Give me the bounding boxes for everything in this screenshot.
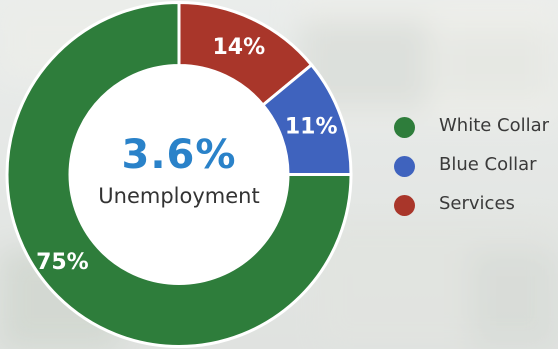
legend-label-services: Services xyxy=(439,193,515,214)
unemployment-value: 3.6% xyxy=(121,132,237,178)
slice-label-blue-collar: 11% xyxy=(285,114,338,139)
legend-item-white-collar: White Collar xyxy=(394,113,558,152)
donut-slice-white-collar xyxy=(5,0,353,348)
legend-label-white-collar: White Collar xyxy=(439,115,550,136)
legend-swatch-white-collar xyxy=(394,117,415,138)
legend-item-blue-collar: Blue Collar xyxy=(394,152,558,191)
legend-label-blue-collar: Blue Collar xyxy=(439,154,537,175)
slice-label-white-collar: 75% xyxy=(36,250,89,275)
legend-item-services: Services xyxy=(394,191,558,230)
chart-legend: White Collar Blue Collar Services xyxy=(394,113,558,230)
legend-swatch-services xyxy=(394,195,415,216)
donut-hole xyxy=(71,66,287,283)
legend-swatch-blue-collar xyxy=(394,156,415,177)
slice-label-services: 14% xyxy=(212,35,265,60)
unemployment-label: Unemployment xyxy=(98,184,260,208)
